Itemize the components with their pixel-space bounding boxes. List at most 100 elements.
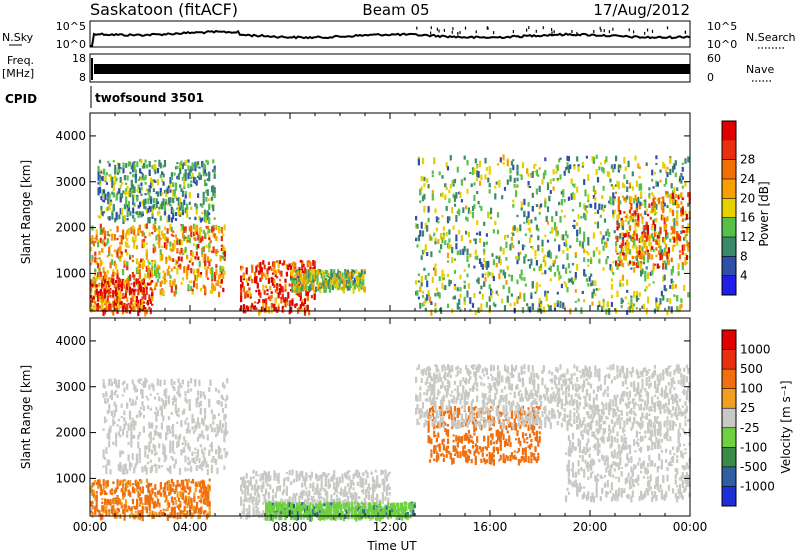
heatmap-cell: [628, 182, 632, 187]
heatmap-cell: [613, 196, 616, 201]
heatmap-cell: [315, 487, 318, 493]
heatmap-cell: [219, 255, 222, 262]
heatmap-cell: [342, 494, 345, 498]
heatmap-cell: [291, 469, 294, 476]
heatmap-cell: [124, 292, 127, 298]
heatmap-cell: [549, 278, 552, 282]
heatmap-cell: [156, 431, 159, 436]
noise-search-point: [443, 28, 445, 32]
heatmap-cell: [458, 229, 461, 235]
heatmap-cell: [658, 232, 661, 235]
heatmap-cell: [151, 273, 154, 278]
heatmap-cell: [358, 286, 361, 291]
heatmap-cell: [129, 188, 132, 192]
heatmap-cell: [195, 422, 198, 429]
heatmap-cell: [640, 213, 643, 217]
heatmap-cell: [274, 288, 277, 293]
heatmap-cell: [471, 169, 475, 175]
heatmap-cell: [191, 162, 194, 170]
heatmap-cell: [602, 185, 605, 191]
heatmap-cell: [305, 304, 308, 311]
heatmap-cell: [301, 261, 304, 267]
heatmap-cell: [194, 256, 197, 259]
heatmap-cell: [95, 500, 98, 507]
heatmap-cell: [161, 512, 164, 516]
heatmap-cell: [267, 491, 270, 497]
heatmap-cell: [434, 292, 437, 297]
heatmap-cell: [215, 459, 218, 465]
heatmap-cell: [459, 249, 462, 255]
heatmap-cell: [138, 269, 141, 274]
heatmap-cell: [513, 186, 516, 189]
heatmap-cell: [170, 456, 173, 459]
heatmap-cell: [162, 198, 165, 204]
heatmap-cell: [119, 284, 122, 287]
heatmap-cell: [631, 260, 634, 266]
heatmap-cell: [198, 379, 201, 387]
heatmap-cell: [158, 443, 161, 449]
heatmap-cell: [160, 406, 163, 414]
heatmap-cell: [142, 278, 146, 284]
heatmap-cell: [116, 283, 119, 289]
heatmap-cell: [627, 262, 630, 267]
heatmap-cell: [138, 224, 141, 231]
heatmap-cell: [105, 509, 108, 516]
heatmap-cell: [109, 175, 113, 182]
heatmap-cell: [97, 171, 100, 178]
heatmap-cell: [651, 178, 654, 182]
heatmap-cell: [420, 186, 423, 191]
heatmap-cell: [670, 225, 673, 231]
heatmap-cell: [351, 497, 354, 502]
heatmap-cell: [558, 159, 561, 163]
heatmap-cell: [360, 277, 363, 282]
heatmap-cell: [144, 501, 147, 505]
heatmap-cell: [115, 286, 118, 290]
heatmap-cell: [197, 514, 200, 520]
heatmap-cell: [591, 155, 594, 162]
heatmap-cell: [676, 187, 679, 191]
heatmap-cell: [653, 218, 657, 222]
heatmap-cell: [388, 491, 391, 496]
heatmap-cell: [566, 247, 569, 251]
heatmap-cell: [598, 300, 601, 307]
heatmap-cell: [655, 231, 658, 235]
heatmap-cell: [369, 487, 372, 491]
heatmap-cell: [102, 465, 105, 468]
heatmap-cell: [109, 288, 112, 291]
heatmap-cell: [126, 509, 129, 513]
heatmap-cell: [222, 233, 225, 237]
heatmap-cell: [213, 233, 217, 239]
heatmap-cell: [312, 272, 315, 278]
station-title: Saskatoon (fitACF): [90, 0, 238, 19]
heatmap-cell: [119, 499, 122, 502]
heatmap-cell: [376, 493, 379, 499]
heatmap-cell: [288, 263, 291, 267]
heatmap-cell: [503, 186, 507, 191]
heatmap-cell: [563, 215, 566, 218]
heatmap-cell: [138, 457, 141, 464]
heatmap-cell: [241, 477, 244, 481]
heatmap-cell: [99, 297, 102, 303]
heatmap-cell: [141, 244, 144, 249]
heatmap-cell: [352, 272, 355, 276]
heatmap-cell: [135, 267, 139, 271]
heatmap-cell: [169, 204, 172, 207]
heatmap-cell: [312, 275, 315, 282]
heatmap-cell: [502, 247, 505, 255]
heatmap-cell: [458, 191, 461, 195]
heatmap-cell: [120, 301, 123, 305]
heatmap-cell: [383, 489, 386, 492]
heatmap-cell: [194, 165, 197, 172]
heatmap-cell: [534, 216, 537, 221]
heatmap-cell: [438, 171, 441, 176]
heatmap-cell: [473, 238, 476, 241]
heatmap-cell: [201, 467, 204, 471]
heatmap-cell: [276, 476, 279, 481]
heatmap-cell: [134, 169, 137, 174]
heatmap-cell: [324, 277, 327, 284]
heatmap-cell: [646, 229, 650, 235]
heatmap-cell: [574, 307, 577, 312]
heatmap-cell: [199, 272, 203, 277]
heatmap-cell: [384, 469, 387, 474]
heatmap-cell: [299, 291, 302, 296]
